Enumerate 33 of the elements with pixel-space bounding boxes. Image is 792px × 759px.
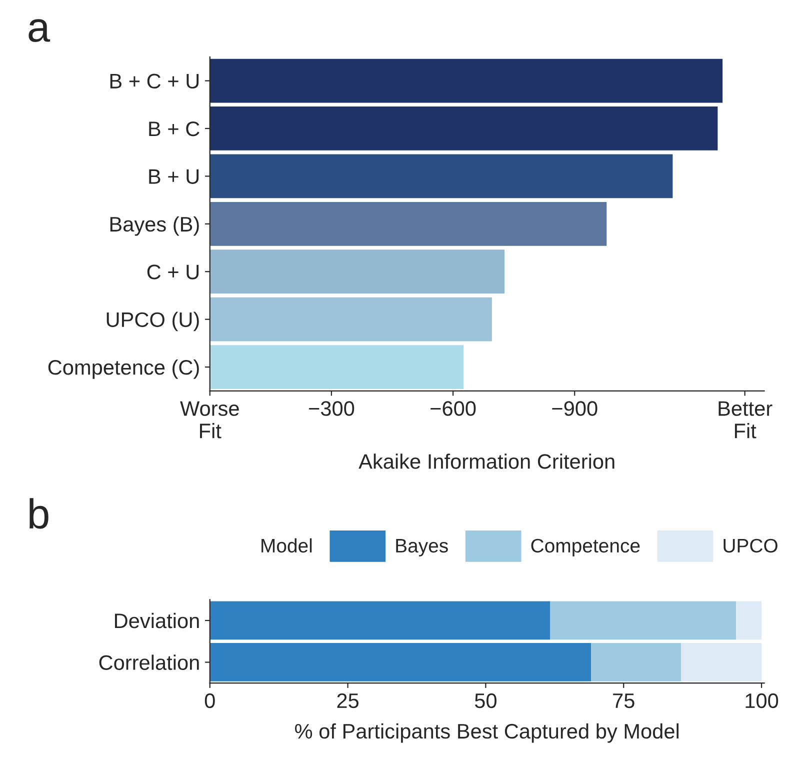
- x-axis-title: Akaike Information Criterion: [358, 454, 614, 469]
- bar: [550, 601, 736, 640]
- y-tick-label: UPCO (U): [106, 312, 199, 332]
- x-tick-label: Worse Fit: [180, 401, 239, 438]
- x-tick-label: 0: [204, 693, 215, 708]
- legend-label: Competence: [531, 538, 640, 556]
- y-tick-label: Deviation: [115, 612, 199, 628]
- x-tick-label: −900: [552, 401, 598, 416]
- y-tick-label: Competence (C): [48, 359, 199, 379]
- y-tick-label: B + C + U: [110, 74, 199, 89]
- x-tick-label: −600: [430, 401, 476, 416]
- text: b: [30, 498, 48, 529]
- bar: [680, 643, 762, 682]
- x-tick-label: Better Fit: [718, 401, 772, 438]
- text: a: [28, 19, 50, 42]
- legend-title: Model: [262, 538, 312, 553]
- legend-label: Bayes: [396, 539, 448, 556]
- bar: [591, 643, 681, 682]
- x-axis-title: % of Participants Best Captured by Model: [295, 723, 679, 743]
- x-tick-label: 25: [337, 693, 359, 708]
- y-tick-label: B + C: [149, 121, 200, 136]
- x-tick-label: 75: [613, 694, 634, 708]
- bar: [736, 601, 762, 640]
- bar: [210, 643, 592, 682]
- legend-label: UPCO: [724, 538, 778, 553]
- x-tick-label: −300: [309, 401, 354, 416]
- x-tick-label: 50: [474, 693, 496, 708]
- bar: [210, 601, 550, 640]
- y-tick-label: C + U: [147, 264, 199, 280]
- x-tick-label: 100: [746, 693, 778, 708]
- y-tick-label: Correlation: [99, 654, 199, 670]
- y-tick-label: B + U: [149, 169, 199, 184]
- y-tick-label: Bayes (B): [110, 216, 199, 236]
